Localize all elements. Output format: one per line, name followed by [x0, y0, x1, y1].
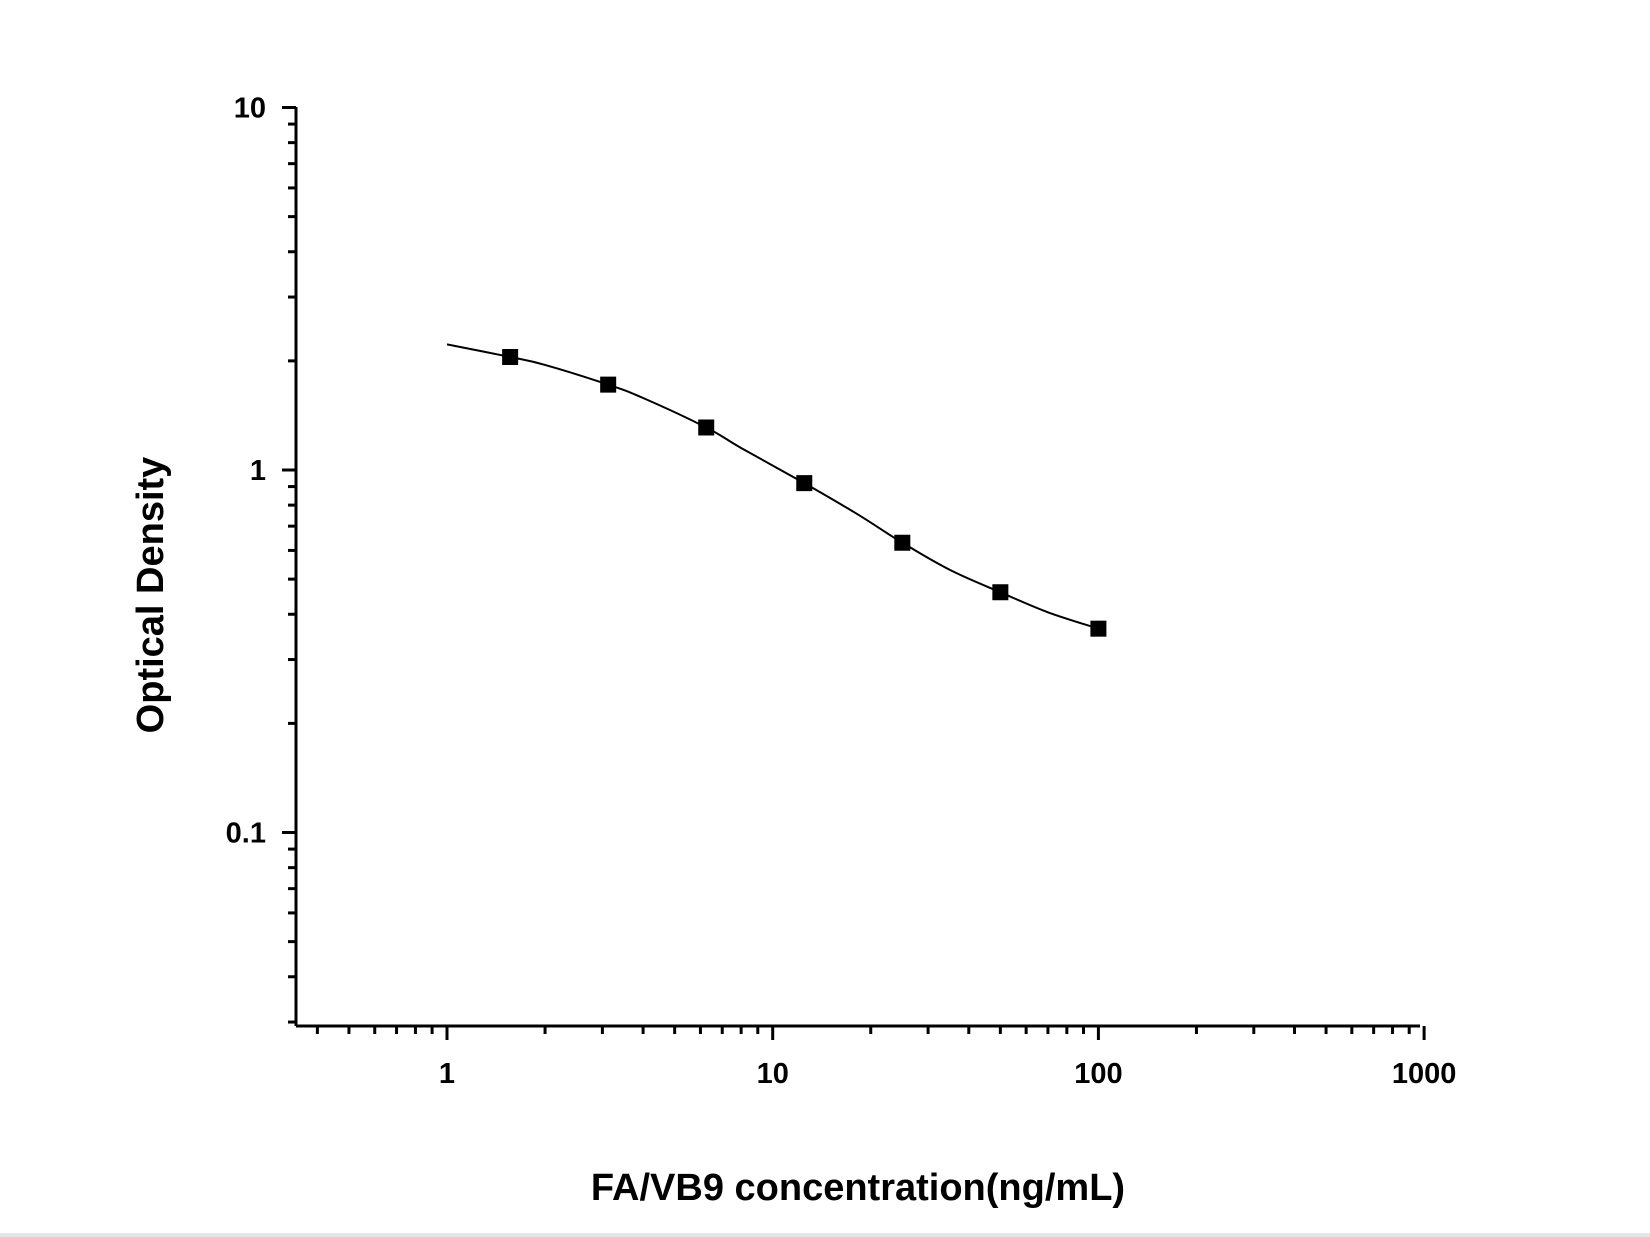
bottom-strip — [0, 1233, 1650, 1237]
x-axis-title: FA/VB9 concentration(ng/mL) — [591, 1167, 1125, 1209]
x-tick-label: 1000 — [1392, 1058, 1457, 1090]
data-markers — [502, 348, 1107, 637]
fit-curve — [446, 343, 1099, 630]
x-tick-label: 100 — [1074, 1058, 1122, 1090]
y-tick-labels: 0.1 1 10 — [226, 93, 266, 850]
x-tick-label: 1 — [439, 1058, 455, 1090]
data-point — [796, 475, 813, 492]
y-ticks — [282, 106, 296, 1024]
y-tick-label: 10 — [234, 93, 266, 125]
x-tick-labels: 1 10 100 1000 — [439, 1058, 1456, 1090]
y-tick-label: 0.1 — [226, 818, 266, 850]
data-point — [600, 376, 617, 393]
y-axis-title: Optical Density — [130, 457, 172, 734]
data-point — [698, 419, 715, 436]
x-tick-label: 10 — [757, 1058, 789, 1090]
x-ticks — [315, 1026, 1426, 1040]
axes — [294, 107, 1420, 1028]
y-tick-label: 1 — [250, 455, 266, 487]
data-point — [502, 348, 519, 365]
data-point — [894, 534, 911, 551]
data-point — [1090, 620, 1107, 637]
data-point — [992, 584, 1009, 601]
